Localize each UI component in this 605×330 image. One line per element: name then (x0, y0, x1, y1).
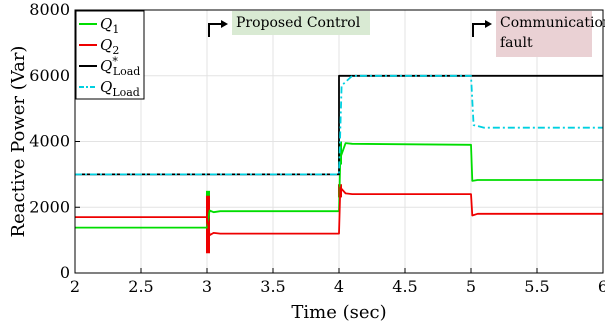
annotation-box (232, 11, 370, 35)
annotations: Proposed Control Communication fault (208, 11, 605, 57)
x-tick-label: 5 (466, 277, 476, 296)
x-tick-label: 2.5 (128, 277, 153, 296)
y-tick-label: 4000 (29, 132, 70, 151)
legend-entry: QLoad (100, 78, 140, 99)
x-tick-label: 5.5 (524, 277, 549, 296)
legend-entry: Q2 (100, 36, 119, 57)
series-lines (75, 74, 603, 254)
annotation-text: fault (500, 35, 533, 51)
y-tick-label: 6000 (29, 66, 70, 85)
y-tick-label: 2000 (29, 197, 70, 216)
annotation-arrow (208, 23, 223, 37)
x-tick-label: 3.5 (260, 277, 285, 296)
series-line (75, 186, 603, 237)
annotation: Communication fault (472, 11, 605, 57)
x-axis-label: Time (sec) (291, 302, 386, 323)
annotation: Proposed Control (208, 11, 370, 37)
series-line (75, 74, 603, 176)
x-tick-label: 2 (70, 277, 80, 296)
legend-box (75, 10, 145, 100)
legend-entry: Q1 (100, 15, 119, 36)
legend-entry: Q* Load (100, 55, 140, 78)
y-axis-label: Reactive Power (Var) (8, 46, 29, 238)
x-tick-label: 6 (598, 277, 605, 296)
annotation-arrowhead (221, 20, 228, 28)
series-line (75, 74, 603, 176)
annotation-box (496, 11, 592, 57)
annotation-arrow (472, 23, 487, 37)
annotation-arrowhead (485, 20, 492, 28)
y-tick-label: 8000 (29, 0, 70, 19)
annotation-text: Proposed Control (236, 15, 361, 31)
x-tick-label: 3 (202, 277, 212, 296)
y-tick-label: 0 (60, 263, 70, 282)
x-tick-label: 4 (334, 277, 344, 296)
annotation-text: Communication (500, 15, 605, 31)
x-tick-label: 4.5 (392, 277, 417, 296)
axis-ticks: 2 2.5 3 3.5 4 4.5 5 5.5 6 0 2000 4000 6000 8000 (29, 0, 605, 296)
